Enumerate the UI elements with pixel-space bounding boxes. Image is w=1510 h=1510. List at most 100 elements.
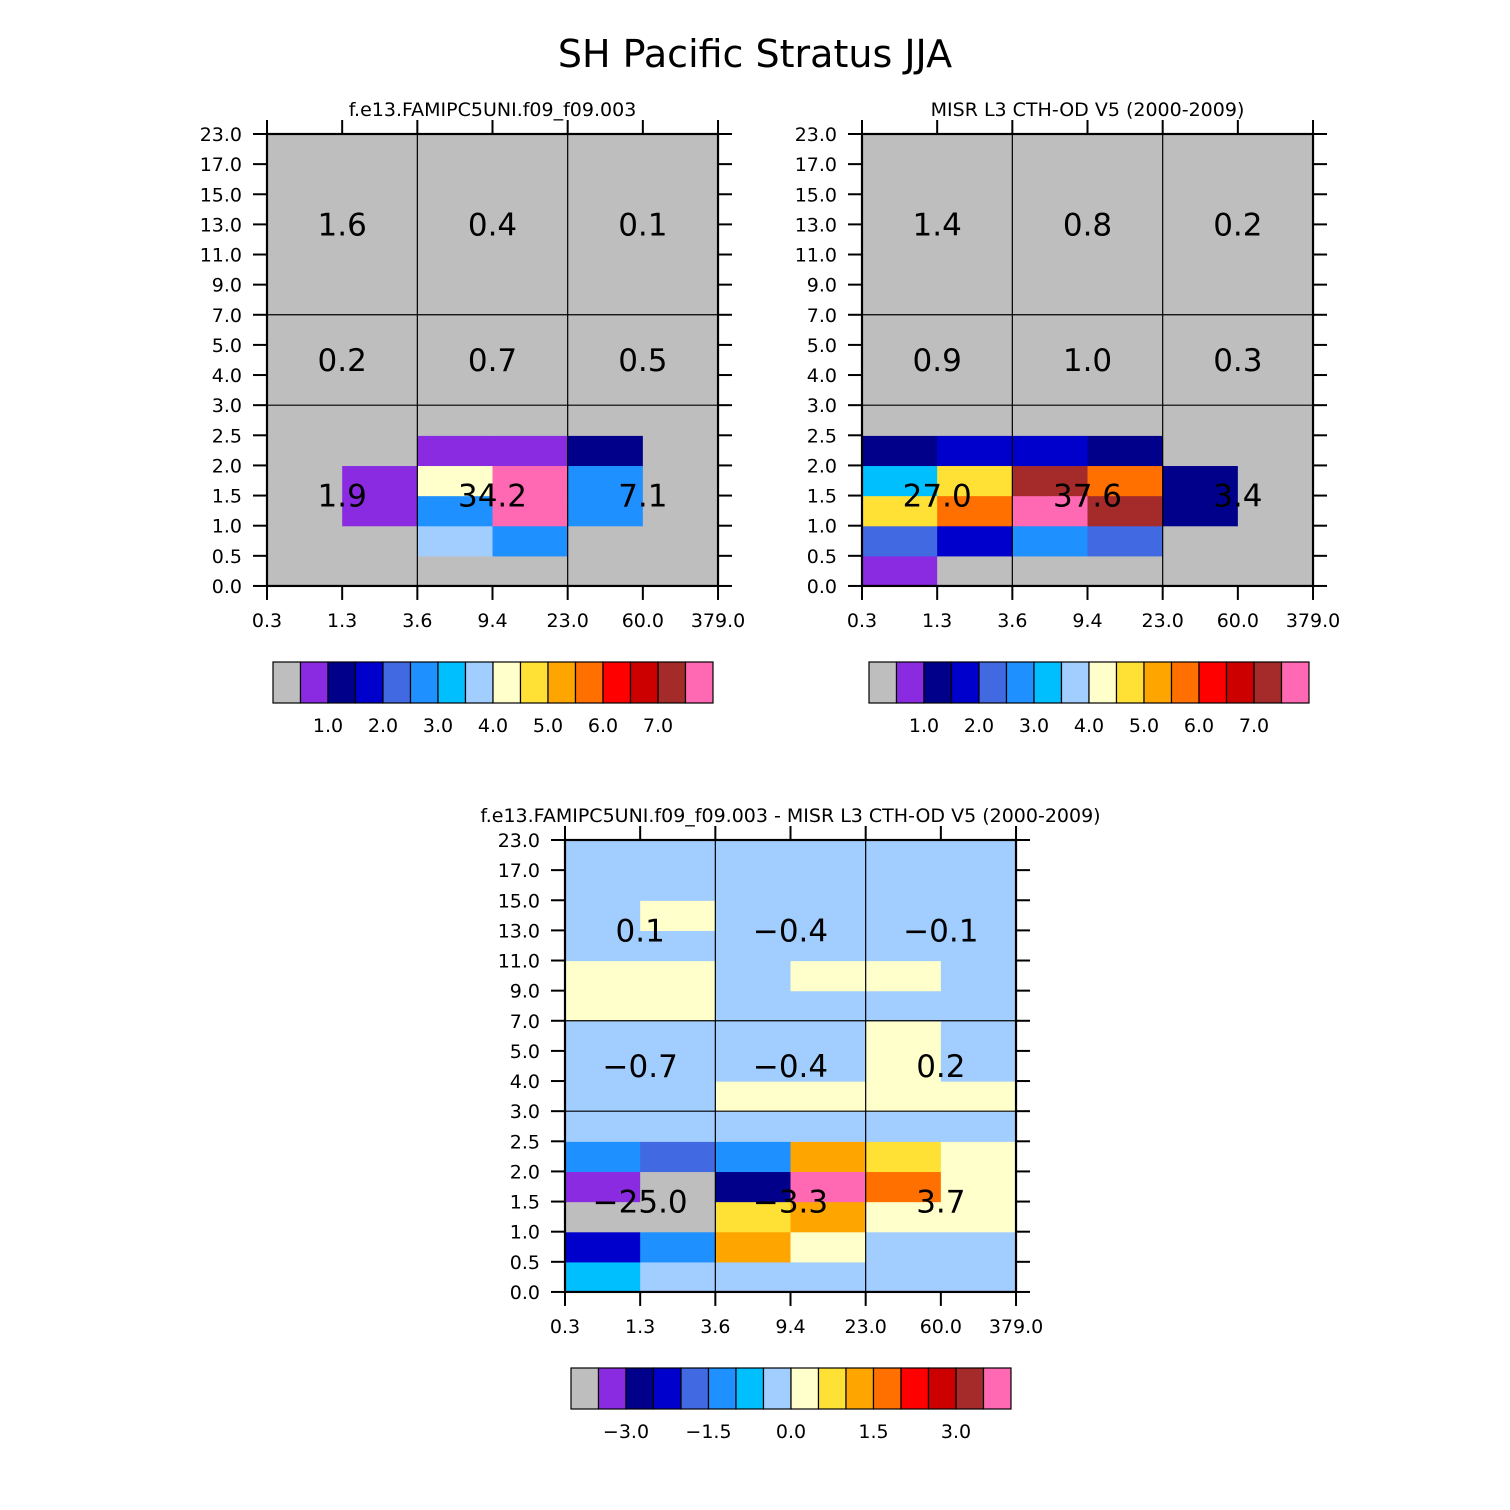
heatmap-cell xyxy=(790,1111,867,1142)
heatmap-cell xyxy=(937,284,1013,316)
heatmap-cell xyxy=(937,405,1013,436)
heatmap-cell xyxy=(642,284,719,316)
colorbar-tick-label: 5.0 xyxy=(533,715,563,737)
heatmap-cell xyxy=(565,960,641,992)
heatmap-cell xyxy=(492,194,569,225)
heatmap-cell xyxy=(1237,194,1314,225)
y-tick-label: 0.5 xyxy=(510,1252,540,1274)
y-tick-label: 0.0 xyxy=(807,576,837,598)
heatmap-cell xyxy=(267,194,343,225)
heatmap-cell xyxy=(342,224,418,256)
group-value-label: 0.1 xyxy=(616,913,665,949)
heatmap-cell xyxy=(940,1050,1017,1082)
y-tick-label: 9.0 xyxy=(807,275,837,297)
heatmap-cell xyxy=(640,840,716,871)
heatmap-cell xyxy=(1162,314,1239,346)
colorbar-swatch xyxy=(382,661,412,704)
heatmap-cell xyxy=(862,435,938,467)
heatmap-cell xyxy=(267,435,343,467)
heatmap-cell xyxy=(267,314,343,346)
y-tick-label: 1.5 xyxy=(510,1192,540,1214)
heatmap-cell xyxy=(565,840,641,871)
heatmap-cell xyxy=(1162,134,1239,165)
heatmap-cell xyxy=(565,1050,641,1082)
colorbar-swatch xyxy=(1253,661,1283,704)
heatmap-cell xyxy=(565,900,641,931)
heatmap-cell xyxy=(865,1261,942,1293)
colorbar-swatch xyxy=(762,1367,792,1410)
heatmap-cell xyxy=(417,254,494,286)
heatmap-cell xyxy=(862,134,938,165)
group-value-label: 1.6 xyxy=(318,207,367,243)
heatmap-cell xyxy=(565,1201,641,1233)
y-tick-label: 0.5 xyxy=(807,546,837,568)
heatmap-cell xyxy=(862,164,938,195)
group-value-label: −0.7 xyxy=(603,1049,678,1085)
y-tick-label: 1.0 xyxy=(807,516,837,538)
colorbar-swatch xyxy=(629,661,659,704)
colorbar-swatch xyxy=(1115,661,1145,704)
heatmap-cell xyxy=(937,254,1013,286)
colorbar-tick-label: 6.0 xyxy=(588,715,618,737)
heatmap-cell xyxy=(1162,284,1239,316)
heatmap-cell xyxy=(937,375,1013,406)
colorbar-swatch xyxy=(1033,661,1063,704)
colorbar-tick-label: 3.0 xyxy=(1019,715,1049,737)
panel-title: MISR L3 CTH-OD V5 (2000-2009) xyxy=(931,99,1245,121)
colorbar-tick-label: 1.0 xyxy=(313,715,343,737)
colorbar-tick-label: −1.5 xyxy=(685,1421,731,1443)
heatmap-cell xyxy=(640,930,716,962)
heatmap-cell xyxy=(642,435,719,467)
heatmap-cell xyxy=(267,495,343,527)
heatmap-cell xyxy=(1012,134,1089,165)
colorbar-swatch xyxy=(955,1367,985,1410)
heatmap-cell xyxy=(1012,254,1089,286)
heatmap-cell xyxy=(790,1261,867,1293)
heatmap-cell xyxy=(417,224,494,256)
colorbar-tick-label: 3.0 xyxy=(941,1421,971,1443)
heatmap-cell xyxy=(567,224,644,256)
heatmap-cell xyxy=(642,194,719,225)
heatmap-cell xyxy=(790,1141,867,1173)
heatmap-cell xyxy=(567,375,644,406)
heatmap-cell xyxy=(790,840,867,871)
y-tick-label: 9.0 xyxy=(510,981,540,1003)
heatmap-cell xyxy=(715,900,792,931)
heatmap-cell xyxy=(1237,134,1314,165)
colorbar-swatch xyxy=(1280,661,1310,704)
heatmap-cell xyxy=(862,194,938,225)
heatmap-cell xyxy=(937,314,1013,346)
heatmap-cell xyxy=(342,134,418,165)
heatmap-cell xyxy=(567,344,644,376)
colorbar-tick-label: 7.0 xyxy=(1239,715,1269,737)
heatmap-cell xyxy=(940,870,1017,901)
heatmap-cell xyxy=(937,525,1013,557)
y-tick-label: 0.0 xyxy=(510,1282,540,1304)
heatmap-cell xyxy=(565,1141,641,1173)
heatmap-cell xyxy=(1237,254,1314,286)
colorbar-tick-label: 1.0 xyxy=(909,715,939,737)
heatmap-cell xyxy=(417,375,494,406)
y-tick-label: 2.5 xyxy=(510,1131,540,1153)
heatmap-cell xyxy=(940,990,1017,1022)
heatmap-cell xyxy=(1087,194,1164,225)
heatmap-cell xyxy=(640,990,716,1022)
heatmap-cell xyxy=(1012,525,1089,557)
colorbar-swatch xyxy=(652,1367,682,1410)
heatmap-cell xyxy=(342,555,418,587)
heatmap-cell xyxy=(342,525,418,557)
y-tick-label: 5.0 xyxy=(212,335,242,357)
heatmap-cell xyxy=(342,254,418,286)
heatmap-cell xyxy=(492,284,569,316)
group-value-label: −0.1 xyxy=(903,913,978,949)
heatmap-cell xyxy=(1237,375,1314,406)
heatmap-cell xyxy=(640,1261,716,1293)
colorbar-swatch xyxy=(437,661,467,704)
heatmap-cell xyxy=(1012,164,1089,195)
colorbar-swatch xyxy=(927,1367,957,1410)
heatmap-cell xyxy=(342,495,418,527)
heatmap-cell xyxy=(1012,465,1089,497)
heatmap-cell xyxy=(1237,405,1314,436)
y-tick-label: 17.0 xyxy=(498,860,540,882)
y-tick-label: 3.0 xyxy=(510,1101,540,1123)
